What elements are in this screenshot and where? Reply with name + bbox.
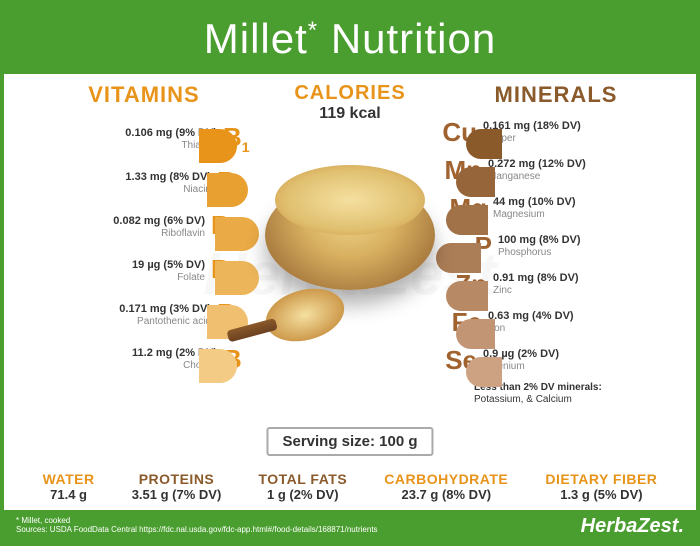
mineral-amount: 100 mg (8% DV) — [498, 234, 581, 246]
stat-item: TOTAL FATS1 g (2% DV) — [258, 471, 347, 502]
infographic-container: Millet* Nutrition HerbaZest VITAMINS 0.1… — [0, 0, 700, 546]
arc-segment-left — [199, 129, 237, 163]
stat-item: PROTEINS3.51 g (7% DV) — [132, 471, 222, 502]
minerals-title: MINERALS — [426, 82, 686, 108]
mineral-amount: 0.91 mg (8% DV) — [493, 272, 579, 284]
arc-segment-left — [199, 349, 237, 383]
stat-item: CARBOHYDRATE23.7 g (8% DV) — [384, 471, 508, 502]
vitamin-name: Riboflavin — [113, 228, 205, 239]
title-sub: Nutrition — [331, 15, 496, 62]
header: Millet* Nutrition — [4, 4, 696, 74]
mineral-info: 44 mg (10% DV)Magnesium — [493, 196, 576, 219]
serving-size: Serving size: 100 g — [266, 427, 433, 456]
grain-pile — [275, 165, 425, 235]
calories-label: CALORIES — [280, 82, 420, 105]
footer-logo: HerbaZest. — [581, 515, 684, 538]
mineral-amount: 44 mg (10% DV) — [493, 196, 576, 208]
stat-value: 1.3 g (5% DV) — [545, 487, 657, 502]
calories-block: CALORIES 119 kcal — [280, 82, 420, 123]
mineral-info: 100 mg (8% DV)Phosphorus — [498, 234, 581, 257]
scoop — [260, 280, 350, 349]
vitamin-name: Niacin — [125, 184, 211, 195]
mineral-name: Phosphorus — [498, 247, 581, 258]
stat-label: PROTEINS — [132, 471, 222, 487]
vitamin-amount: 1.33 mg (8% DV) — [125, 171, 211, 183]
vitamins-title: VITAMINS — [14, 82, 274, 108]
vitamin-amount: 0.082 mg (6% DV) — [113, 215, 205, 227]
footer: * Millet, cooked Sources: USDA FoodData … — [4, 510, 696, 542]
vitamin-info: 0.171 mg (3% DV)Pantothenic acid — [119, 303, 211, 326]
arc-segment-right — [466, 129, 502, 159]
less-than-list: Potassium, & Calcium — [474, 394, 572, 405]
vitamin-name: Pantothenic acid — [119, 316, 211, 327]
vitamin-amount: 0.171 mg (3% DV) — [119, 303, 211, 315]
vitamin-name: Folate — [132, 272, 205, 283]
arc-segment-right — [466, 357, 502, 387]
mineral-info: 0.63 mg (4% DV)Iron — [488, 310, 574, 333]
stat-label: TOTAL FATS — [258, 471, 347, 487]
asterisk: * — [308, 17, 318, 44]
vitamin-info: 1.33 mg (8% DV)Niacin — [125, 171, 211, 194]
main-content: HerbaZest VITAMINS 0.106 mg (9% DV)Thiam… — [4, 74, 696, 474]
mineral-amount: 0.63 mg (4% DV) — [488, 310, 574, 322]
stat-value: 71.4 g — [43, 487, 95, 502]
footer-text: * Millet, cooked Sources: USDA FoodData … — [16, 517, 378, 535]
mineral-name: Iron — [488, 323, 574, 334]
stat-label: DIETARY FIBER — [545, 471, 657, 487]
vitamin-info: 19 µg (5% DV)Folate — [132, 259, 205, 282]
stat-item: DIETARY FIBER1.3 g (5% DV) — [545, 471, 657, 502]
stat-value: 1 g (2% DV) — [258, 487, 347, 502]
title: Millet* Nutrition — [204, 15, 496, 63]
calories-value: 119 kcal — [280, 105, 420, 123]
stat-value: 23.7 g (8% DV) — [384, 487, 508, 502]
vitamin-info: 0.082 mg (6% DV)Riboflavin — [113, 215, 205, 238]
mineral-info: 0.91 mg (8% DV)Zinc — [493, 272, 579, 295]
title-main: Millet — [204, 15, 308, 62]
mineral-name: Magnesium — [493, 209, 576, 220]
stat-label: WATER — [43, 471, 95, 487]
stat-value: 3.51 g (7% DV) — [132, 487, 222, 502]
mineral-info: 0.272 mg (12% DV)Manganese — [488, 158, 586, 181]
mineral-name: Zinc — [493, 285, 579, 296]
mineral-name: Manganese — [488, 171, 586, 182]
millet-bowl-image — [235, 140, 465, 370]
footer-sources: Sources: USDA FoodData Central https://f… — [16, 526, 378, 535]
scoop-handle — [226, 318, 277, 343]
stat-item: WATER71.4 g — [43, 471, 95, 502]
stat-label: CARBOHYDRATE — [384, 471, 508, 487]
mineral-amount: 0.272 mg (12% DV) — [488, 158, 586, 170]
bottom-stats: WATER71.4 g PROTEINS3.51 g (7% DV) TOTAL F… — [4, 470, 696, 502]
vitamin-amount: 19 µg (5% DV) — [132, 259, 205, 271]
